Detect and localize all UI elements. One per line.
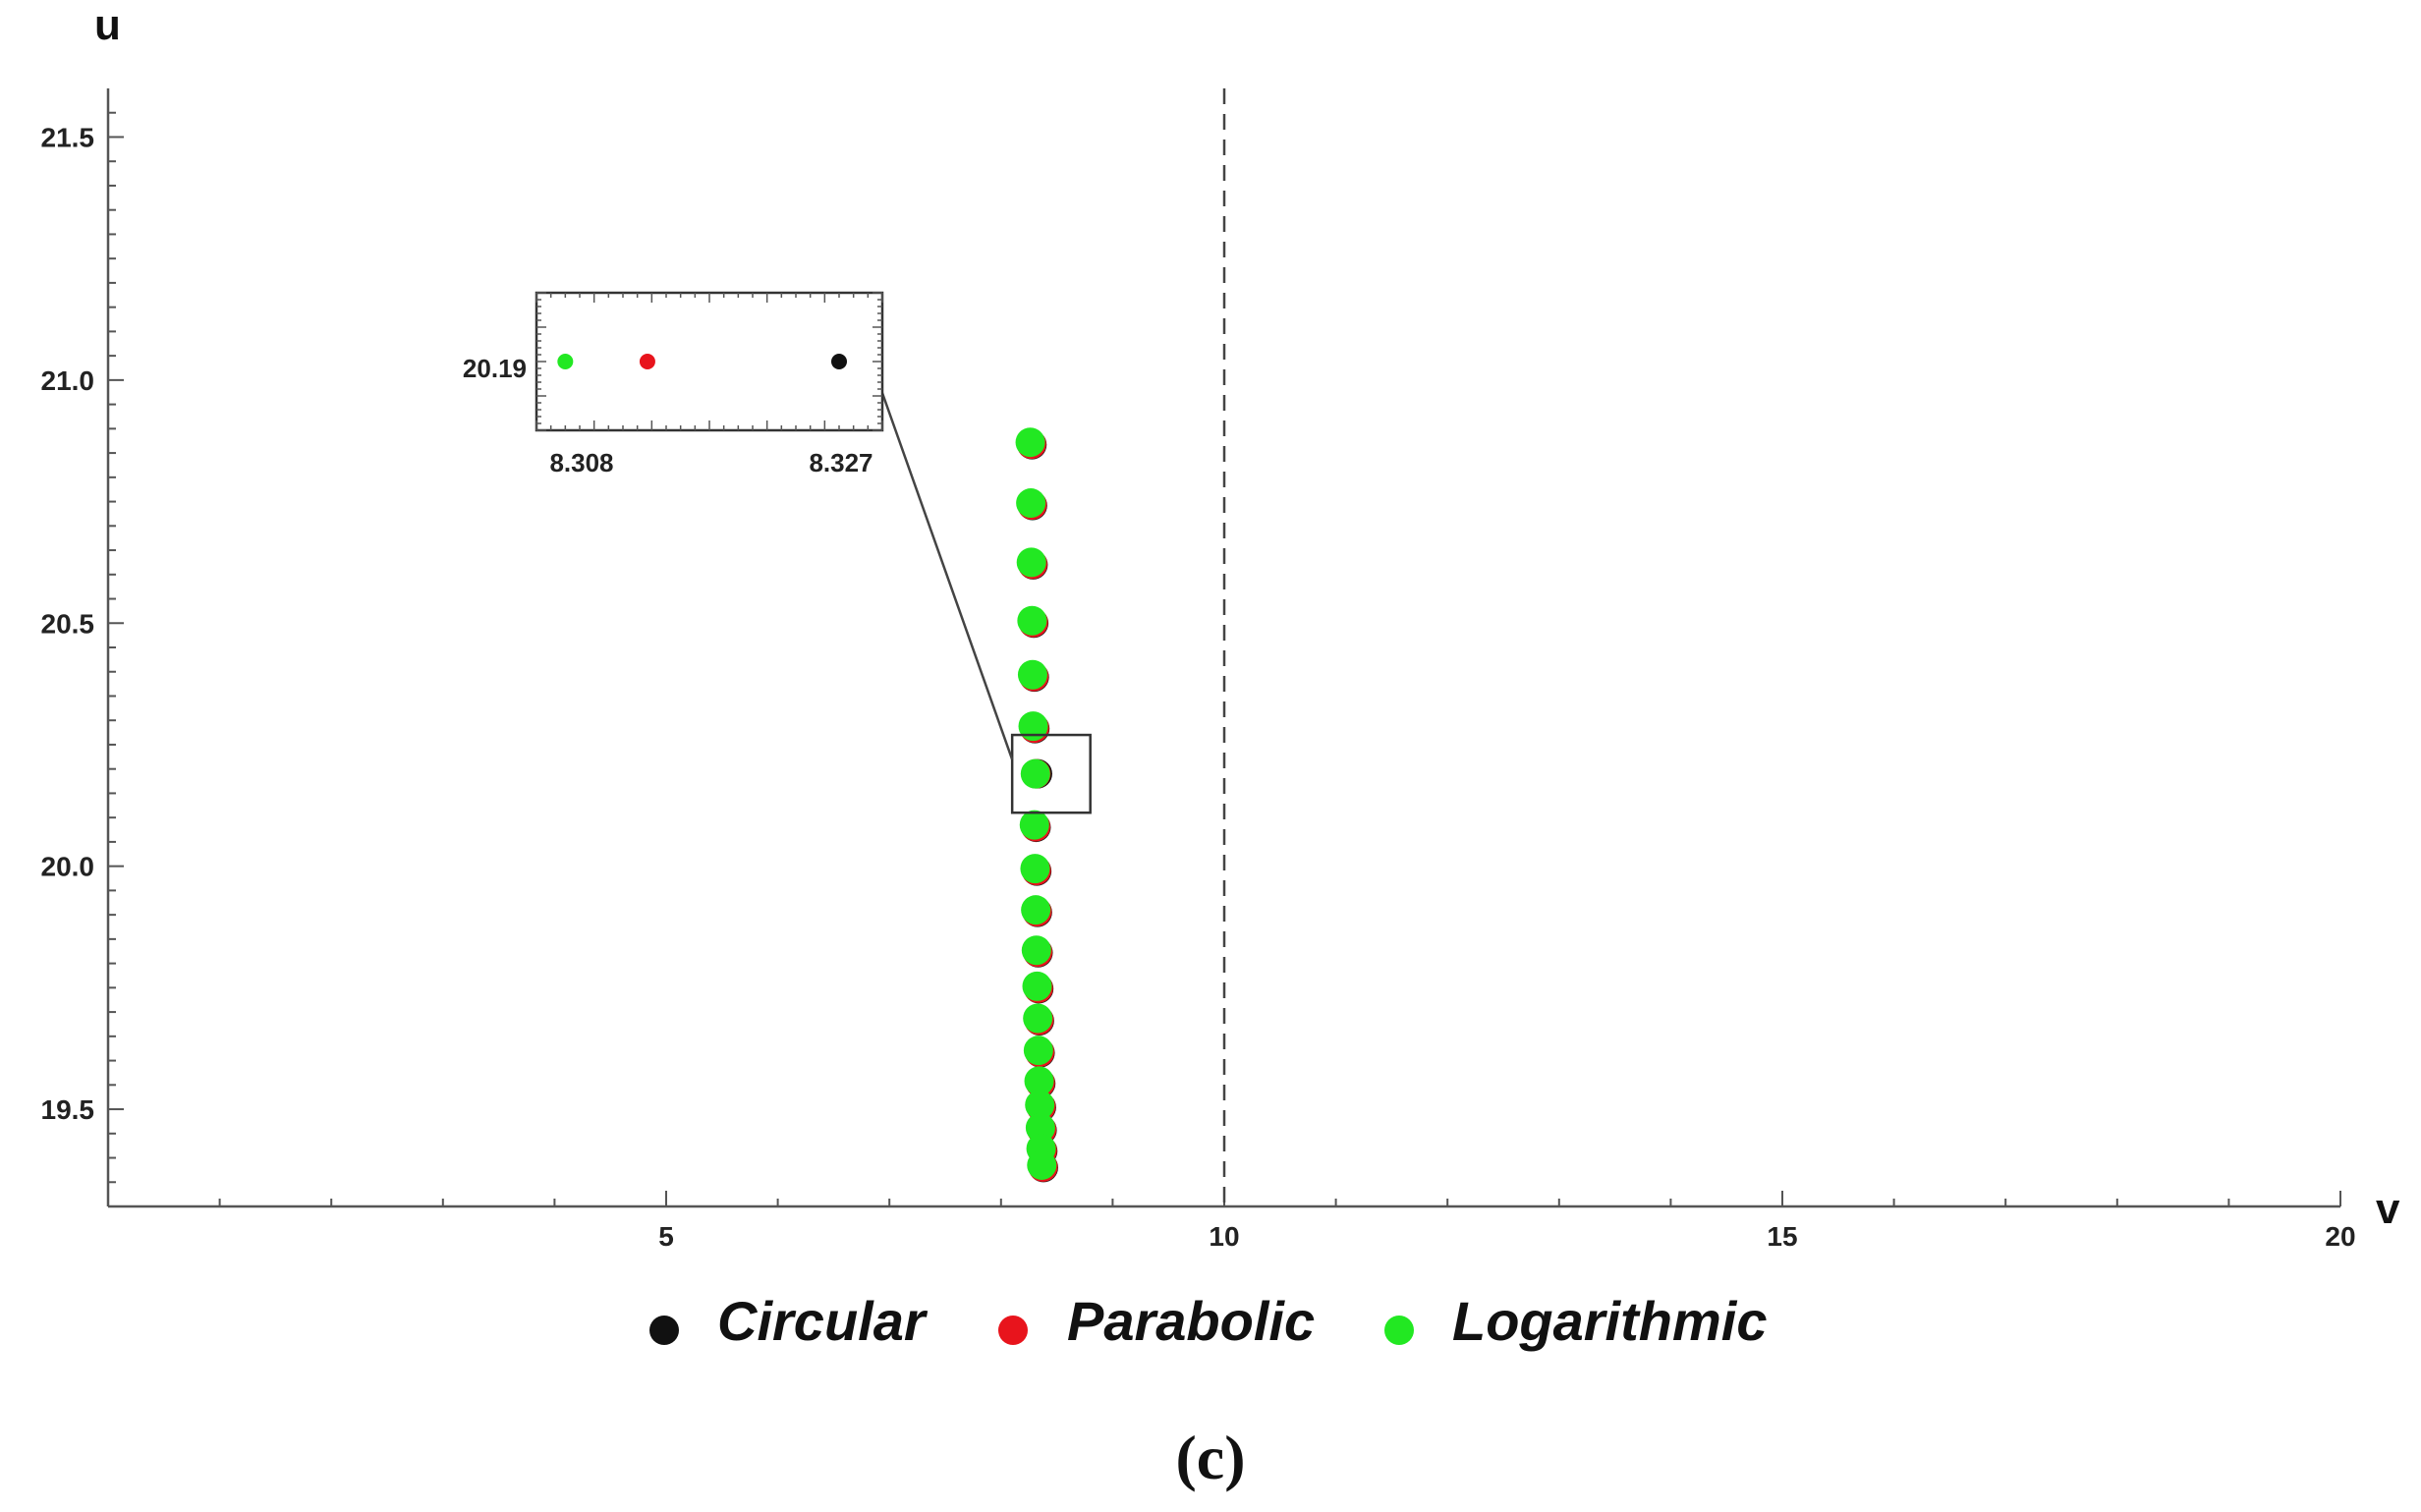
- inset-point-logarithmic: [557, 354, 574, 369]
- legend: Circular Parabolic Logarithmic: [649, 1290, 1767, 1352]
- point-logarithmic: [1015, 427, 1045, 458]
- legend-marker-parabolic: [998, 1316, 1028, 1345]
- y-axis-ticks: 19.5 20.0 20.5 21.0 21.5: [41, 111, 124, 1184]
- y-tick-label: 20.0: [41, 852, 95, 882]
- inset-plot: 20.19 8.308 8.327: [463, 291, 884, 477]
- point-logarithmic: [1025, 1112, 1055, 1143]
- x-axis-ticks: 5 10 15 20: [218, 1191, 2356, 1252]
- legend-marker-circular: [649, 1316, 679, 1345]
- point-logarithmic: [1021, 935, 1051, 966]
- legend-marker-logarithmic: [1384, 1316, 1414, 1345]
- y-tick-label: 20.5: [41, 608, 95, 639]
- y-tick-label: 19.5: [41, 1094, 95, 1125]
- y-tick-label: 21.5: [41, 122, 95, 152]
- legend-label-logarithmic: Logarithmic: [1452, 1290, 1767, 1352]
- point-logarithmic: [1025, 1090, 1055, 1120]
- legend-label-parabolic: Parabolic: [1067, 1290, 1315, 1352]
- x-tick-label: 15: [1767, 1221, 1797, 1252]
- point-logarithmic: [1022, 971, 1052, 1001]
- inset-ticks: [535, 292, 883, 431]
- x-tick-label: 10: [1209, 1221, 1239, 1252]
- point-logarithmic: [1020, 854, 1050, 884]
- zoom-region-box: [1010, 733, 1092, 814]
- legend-label-circular: Circular: [717, 1290, 929, 1352]
- point-logarithmic: [1019, 810, 1049, 840]
- x-axis-title: v: [2376, 1185, 2400, 1233]
- inset-x-tick-label-right: 8.327: [809, 448, 873, 477]
- point-logarithmic: [1018, 711, 1048, 742]
- inset-frame: [535, 291, 884, 432]
- point-logarithmic: [1016, 547, 1046, 578]
- figure-caption: (c): [1175, 1423, 1245, 1492]
- point-logarithmic: [1023, 1036, 1053, 1066]
- point-logarithmic: [1027, 1149, 1057, 1180]
- inset-point-parabolic: [639, 354, 655, 369]
- point-logarithmic: [1024, 1066, 1054, 1096]
- point-logarithmic: [1017, 605, 1047, 636]
- point-logarithmic: [1017, 659, 1047, 690]
- y-axis-title: u: [94, 1, 121, 49]
- point-logarithmic: [1016, 488, 1046, 519]
- zoom-connector-line: [880, 392, 1014, 760]
- data-points: [1015, 427, 1058, 1183]
- inset-points: [557, 354, 847, 369]
- x-tick-label: 20: [2325, 1221, 2355, 1252]
- inset-x-tick-label-left: 8.308: [549, 448, 613, 477]
- inset-y-tick-label: 20.19: [463, 354, 527, 383]
- point-logarithmic: [1023, 1003, 1053, 1034]
- y-tick-label: 21.0: [41, 365, 95, 396]
- inset-point-circular: [831, 354, 847, 369]
- point-logarithmic: [1021, 895, 1051, 925]
- point-logarithmic: [1020, 758, 1050, 789]
- x-tick-label: 5: [658, 1221, 674, 1252]
